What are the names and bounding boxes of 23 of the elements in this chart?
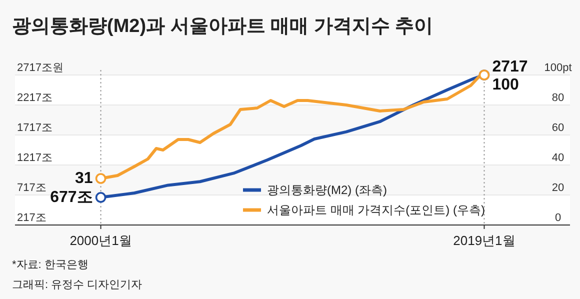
y-tick-label: 2217조 — [17, 92, 52, 104]
chart-title: 광의통화량(M2)과 서울아파트 매매 가격지수 추이 — [12, 16, 434, 37]
y2-tick-label: 0 — [554, 212, 562, 224]
data-label: 31 — [74, 170, 93, 187]
y2-tick-label: 100pt — [544, 62, 572, 74]
y-tick-label: 717조 — [17, 182, 46, 194]
x-tick-label: 2000년1월 — [70, 233, 132, 248]
y-tick-label: 217조 — [17, 212, 46, 224]
y-tick-label: 1717조 — [17, 122, 52, 134]
data-label: 100 — [492, 76, 520, 94]
legend-label: 광의통화량(M2) (좌측) — [267, 183, 387, 197]
data-label: 2717 — [492, 58, 528, 76]
text: 그래픽: 유정수 디자인기자 — [12, 279, 142, 291]
y2-tick-label: 80 — [552, 92, 564, 104]
data-label: 677조 — [50, 188, 93, 206]
text: *자료: 한국은행 — [12, 259, 88, 271]
y2-tick-label: 60 — [552, 122, 564, 134]
y-tick-label: 1217조 — [17, 152, 52, 164]
y2-tick-label: 20 — [552, 182, 564, 194]
y2-tick-label: 40 — [552, 152, 564, 164]
x-tick-label: 2019년1월 — [453, 233, 516, 248]
y-tick-label: 2717조원 — [17, 62, 64, 74]
legend-label: 서울아파트 매매 가격지수(포인트) (우측) — [267, 203, 485, 217]
